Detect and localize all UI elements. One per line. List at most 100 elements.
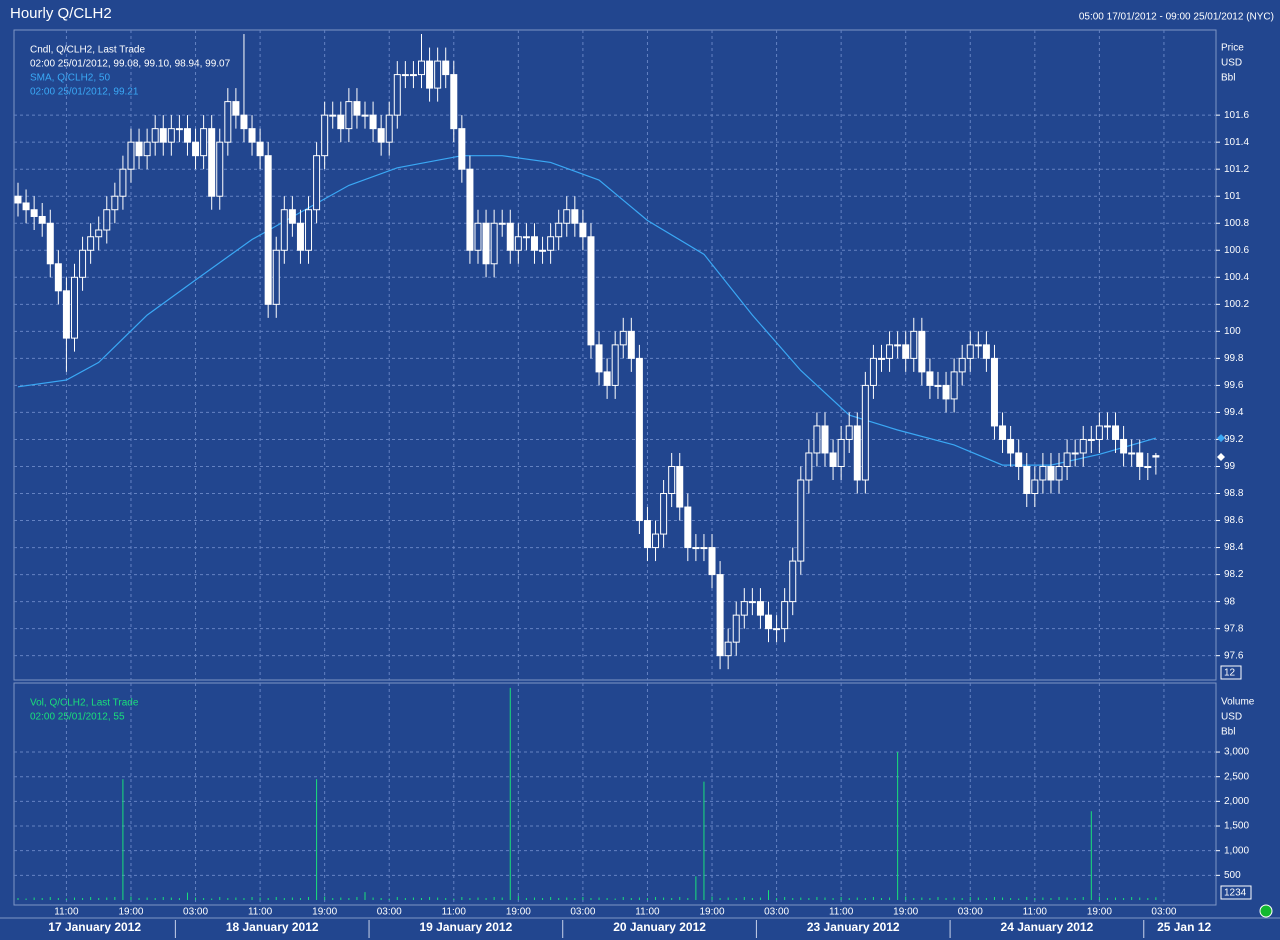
- candle-body: [1103, 425, 1111, 428]
- day-label: 24 January 2012: [1001, 920, 1094, 934]
- candle-body: [151, 128, 159, 143]
- candle-body: [966, 344, 974, 359]
- candle-body: [200, 128, 208, 157]
- candle-body: [797, 479, 805, 562]
- candle-body: [1071, 452, 1079, 455]
- candle-body: [466, 168, 474, 251]
- candle-body: [522, 236, 530, 239]
- candle-body: [369, 114, 377, 130]
- candle-body: [14, 195, 22, 204]
- x-tick-label: 19:00: [506, 907, 531, 918]
- candle-body: [490, 222, 498, 265]
- candle-body: [264, 155, 272, 305]
- candle-body: [135, 141, 143, 157]
- candle-body: [46, 222, 54, 265]
- day-label: 23 January 2012: [807, 920, 900, 934]
- candle-body: [272, 249, 280, 305]
- candle-body: [635, 357, 643, 522]
- candle-body: [353, 101, 361, 116]
- candle-body: [530, 236, 538, 251]
- candle-body: [498, 222, 506, 225]
- y-tick-label: 1,500: [1224, 821, 1249, 832]
- y-tick-label: 97.8: [1224, 623, 1244, 634]
- y-tick-label: 98.8: [1224, 488, 1244, 499]
- candle-body: [740, 601, 748, 616]
- candle-body: [539, 249, 547, 252]
- candle-body: [958, 357, 966, 373]
- candle-body: [660, 493, 668, 535]
- candle-body: [869, 357, 877, 386]
- candle-body: [514, 236, 522, 251]
- x-tick-label: 11:00: [248, 907, 273, 918]
- candle-body: [1015, 452, 1023, 467]
- candle-body: [861, 384, 869, 481]
- candle-body: [103, 209, 111, 231]
- day-label: 25 Jan 12: [1157, 920, 1211, 934]
- x-tick-label: 11:00: [442, 907, 467, 918]
- day-label: 17 January 2012: [48, 920, 141, 934]
- candle-body: [167, 128, 175, 143]
- candle-body: [1112, 425, 1120, 440]
- y-tick-label: 97.6: [1224, 650, 1244, 661]
- unit-label: USD: [1221, 712, 1242, 723]
- candle-body: [95, 229, 103, 238]
- y-tick-label: 98.2: [1224, 569, 1244, 580]
- y-tick-label: 101.4: [1224, 137, 1249, 148]
- candle-body: [361, 114, 369, 117]
- y-tick-label: 3,000: [1224, 747, 1249, 758]
- x-tick-label: 03:00: [764, 907, 789, 918]
- candle-body: [70, 276, 78, 339]
- candle-body: [224, 101, 232, 143]
- candle-body: [603, 371, 611, 386]
- candle-body: [458, 128, 466, 170]
- candle-body: [393, 74, 401, 116]
- candle-body: [724, 641, 732, 657]
- title: Hourly Q/CLH2: [10, 5, 112, 22]
- x-tick-label: 11:00: [635, 907, 660, 918]
- candle-body: [30, 209, 38, 217]
- candle-body: [555, 222, 563, 238]
- x-tick-label: 19:00: [118, 907, 143, 918]
- candle-body: [563, 209, 571, 224]
- candle-body: [837, 438, 845, 467]
- candle-body: [700, 547, 708, 550]
- candle-body: [280, 209, 288, 251]
- status-indicator[interactable]: [1259, 904, 1273, 918]
- close-last-marker: [1217, 453, 1225, 462]
- candle-body: [183, 128, 191, 143]
- candle-body: [329, 114, 337, 117]
- candle-body: [990, 357, 998, 427]
- candle-body: [1031, 479, 1039, 495]
- candle-body: [401, 74, 409, 77]
- x-tick-label: 19:00: [1087, 907, 1112, 918]
- y-tick-label: 100.2: [1224, 299, 1249, 310]
- candle-body: [240, 114, 248, 130]
- candle-body: [1039, 465, 1047, 481]
- y-tick-label: 99.4: [1224, 407, 1244, 418]
- candle-body: [345, 101, 353, 130]
- legend-line: Cndl, Q/CLH2, Last Trade: [30, 45, 145, 56]
- candle-body: [781, 601, 789, 630]
- candle-body: [143, 141, 151, 157]
- sma-last-marker: [1217, 434, 1225, 443]
- candle-body: [1120, 438, 1128, 454]
- candle-body: [821, 425, 829, 454]
- candle-body: [692, 547, 700, 550]
- candle-body: [902, 344, 910, 359]
- candle-body: [789, 560, 797, 603]
- x-tick-label: 03:00: [1151, 907, 1176, 918]
- candle-body: [256, 141, 264, 157]
- y-tick-label: 100.6: [1224, 245, 1249, 256]
- candle-body: [611, 344, 619, 386]
- y-tick-label: 100.8: [1224, 218, 1249, 229]
- candle-body: [377, 128, 385, 143]
- candle-body: [765, 614, 773, 630]
- unit-label: USD: [1221, 58, 1242, 69]
- candle-body: [1095, 425, 1103, 440]
- candle-body: [942, 384, 950, 400]
- candle-body: [643, 520, 651, 549]
- x-tick-label: 03:00: [377, 907, 402, 918]
- candle-body: [1023, 465, 1031, 495]
- y-tick-label: 99.2: [1224, 434, 1244, 445]
